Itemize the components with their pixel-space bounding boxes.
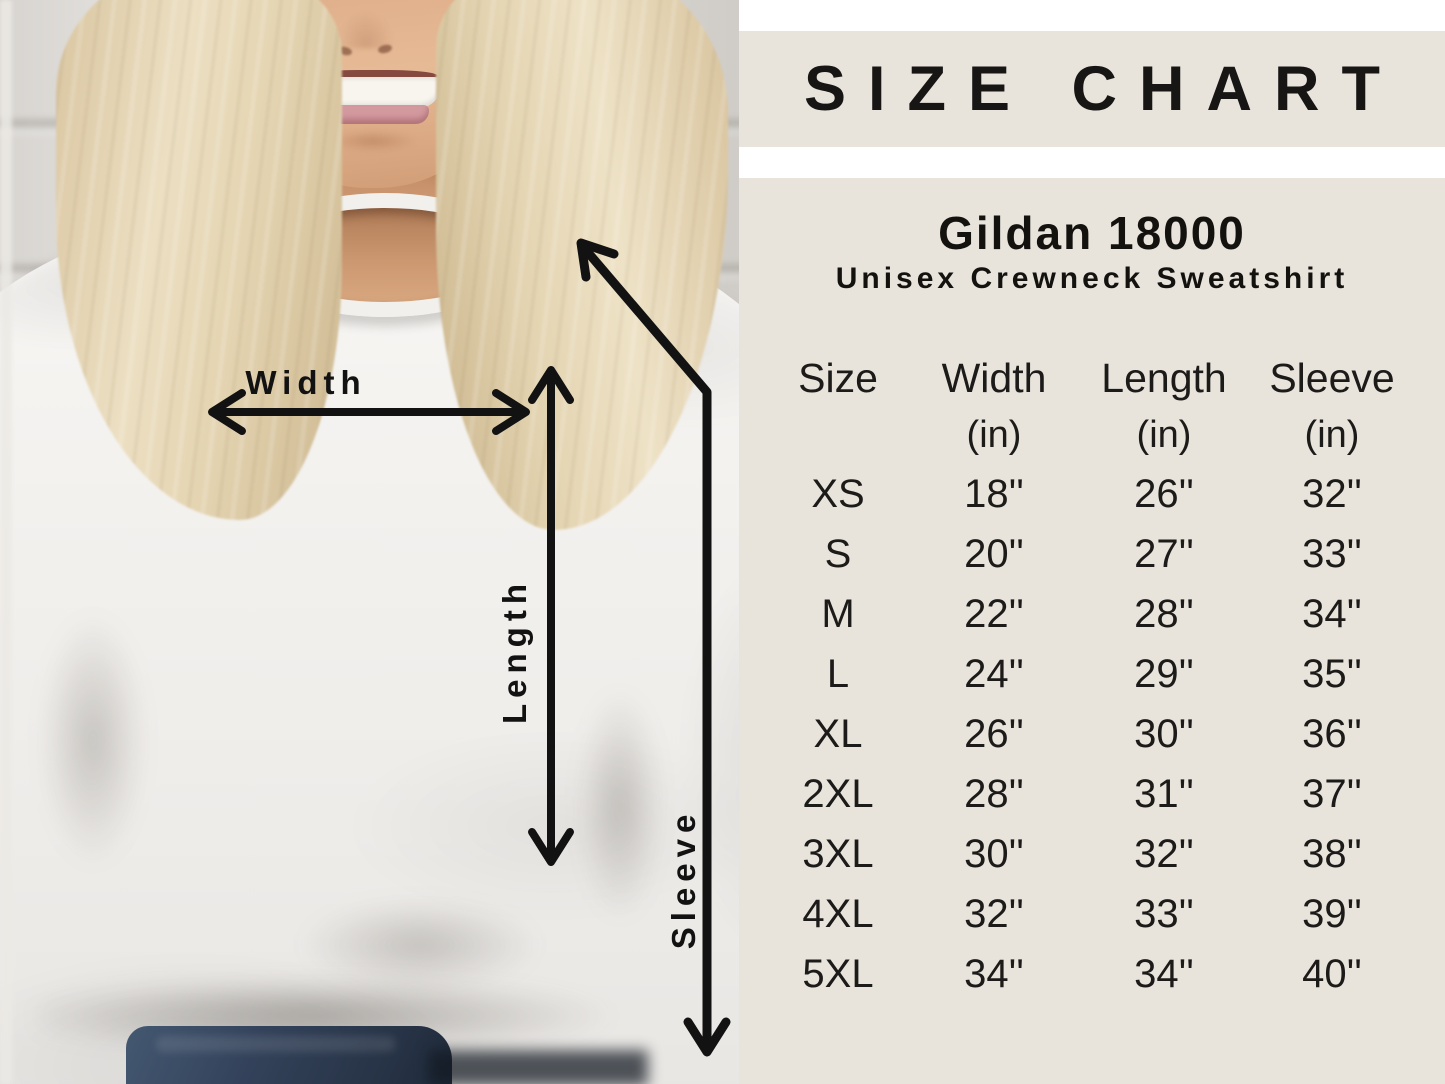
unit-cell: (in) bbox=[1304, 413, 1360, 456]
table-cell-size: 2XL bbox=[802, 771, 874, 816]
table-cell-width: 20'' bbox=[964, 531, 1024, 576]
table-cell-length: 26'' bbox=[1134, 471, 1194, 516]
column-header-sleeve: Sleeve bbox=[1269, 354, 1395, 401]
table-cell-width: 18'' bbox=[964, 471, 1024, 516]
width-arrow bbox=[208, 389, 530, 435]
table-cell-length: 33'' bbox=[1134, 891, 1194, 936]
table-cell-length: 31'' bbox=[1134, 771, 1194, 816]
jeans-shadow bbox=[428, 1050, 648, 1084]
fabric-fold bbox=[560, 640, 680, 970]
page-title: SIZE CHART bbox=[804, 54, 1402, 124]
table-cell-length: 32'' bbox=[1134, 831, 1194, 876]
model-photo: Width Length Sleeve bbox=[0, 0, 739, 1084]
size-chart-panel: SIZE CHART Gildan 18000 Unisex Crewneck … bbox=[739, 0, 1445, 1084]
table-cell-sleeve: 39'' bbox=[1302, 891, 1362, 936]
unit-cell bbox=[763, 406, 913, 464]
column-header-size: Size bbox=[798, 354, 878, 401]
table-cell-size: XS bbox=[811, 471, 865, 516]
table-cell-length: 27'' bbox=[1134, 531, 1194, 576]
table-cell-length: 28'' bbox=[1134, 591, 1194, 636]
table-cell-sleeve: 35'' bbox=[1302, 651, 1362, 696]
table-cell-width: 24'' bbox=[964, 651, 1024, 696]
lower-lip bbox=[318, 105, 429, 124]
table-cell-width: 32'' bbox=[964, 891, 1024, 936]
chin-shadow bbox=[328, 130, 418, 152]
table-cell-size: 5XL bbox=[802, 951, 874, 996]
table-band: Gildan 18000 Unisex Crewneck Sweatshirt … bbox=[739, 178, 1445, 1084]
table-cell-sleeve: 36'' bbox=[1302, 711, 1362, 756]
width-label: Width bbox=[245, 364, 367, 401]
table-cell-size: M bbox=[821, 591, 855, 636]
table-cell-width: 26'' bbox=[964, 711, 1024, 756]
measurement-arrows bbox=[208, 238, 731, 1057]
table-cell-width: 28'' bbox=[964, 771, 1024, 816]
unit-cell: (in) bbox=[966, 413, 1022, 456]
table-cell-width: 22'' bbox=[964, 591, 1024, 636]
table-cell-length: 30'' bbox=[1134, 711, 1194, 756]
fabric-fold bbox=[250, 880, 590, 1010]
table-cell-size: 3XL bbox=[802, 831, 874, 876]
upper-lip bbox=[309, 70, 438, 79]
table-cell-width: 30'' bbox=[964, 831, 1024, 876]
table-cell-sleeve: 32'' bbox=[1302, 471, 1362, 516]
title-band: SIZE CHART bbox=[739, 31, 1445, 147]
table-cell-sleeve: 33'' bbox=[1302, 531, 1362, 576]
table-cell-size: XL bbox=[813, 711, 863, 756]
fabric-fold bbox=[18, 560, 168, 920]
table-cell-length: 34'' bbox=[1134, 951, 1194, 996]
photo-edge-highlight bbox=[0, 0, 12, 1084]
jeans bbox=[126, 1026, 452, 1084]
table-cell-size: S bbox=[824, 531, 852, 576]
length-arrow bbox=[528, 366, 574, 866]
table-cell-sleeve: 40'' bbox=[1302, 951, 1362, 996]
table-cell-width: 34'' bbox=[964, 951, 1024, 996]
brand-name: Gildan 18000 bbox=[938, 207, 1246, 259]
product-name: Unisex Crewneck Sweatshirt bbox=[835, 262, 1349, 295]
sleeve-arrow bbox=[576, 238, 731, 1057]
table-cell-size: L bbox=[826, 651, 850, 696]
table-cell-length: 29'' bbox=[1134, 651, 1194, 696]
table-cell-sleeve: 34'' bbox=[1302, 591, 1362, 636]
sleeve-label: Sleeve bbox=[665, 808, 702, 950]
column-header-width: Width bbox=[941, 354, 1047, 401]
unit-cell: (in) bbox=[1136, 413, 1192, 456]
table-cell-sleeve: 37'' bbox=[1302, 771, 1362, 816]
table-cell-sleeve: 38'' bbox=[1302, 831, 1362, 876]
size-table: Size Width Length Sleeve (in) (in) (in) … bbox=[739, 350, 1435, 1004]
length-label: Length bbox=[496, 578, 533, 724]
nose bbox=[336, 8, 396, 48]
column-header-length: Length bbox=[1101, 354, 1227, 401]
table-cell-size: 4XL bbox=[802, 891, 874, 936]
